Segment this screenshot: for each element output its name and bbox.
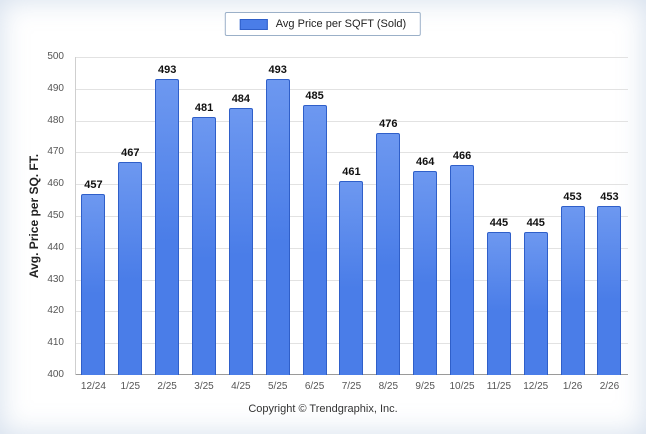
x-tick-label: 12/25	[523, 380, 549, 392]
bar-group: 453 2/26	[591, 57, 628, 397]
bar-value-label: 493	[268, 64, 287, 77]
bar-value-label: 476	[379, 118, 398, 131]
bar-stack: 493	[259, 57, 296, 375]
bar	[413, 171, 438, 375]
legend-label: Avg Price per SQFT (Sold)	[275, 18, 407, 30]
bar-value-label: 445	[526, 216, 545, 229]
bar-group: 484 4/25	[222, 57, 259, 397]
bar-stack: 466	[444, 57, 481, 375]
bar	[265, 79, 290, 375]
bar-stack: 461	[333, 57, 370, 375]
gridline	[76, 88, 628, 90]
bar-stack: 453	[554, 57, 591, 375]
bar-value-label: 485	[305, 89, 324, 102]
bar-group: 461 7/25	[333, 57, 370, 397]
y-tick-label: 440	[47, 241, 64, 253]
x-tick-label: 1/26	[562, 380, 583, 392]
y-axis: 400 410 420 430 440 450 460 470 480 490 500	[0, 51, 70, 380]
y-tick-label: 490	[47, 82, 64, 94]
bar-stack: 484	[222, 57, 259, 375]
bar-group: 476 8/25	[370, 57, 407, 397]
bar-value-label: 453	[563, 191, 582, 204]
bar-group: 464 9/25	[407, 57, 444, 397]
bar-stack: 445	[517, 57, 554, 375]
legend: Avg Price per SQFT (Sold)	[224, 12, 422, 36]
gridline	[76, 152, 628, 154]
x-tick-label: 3/25	[194, 380, 214, 392]
bar-stack: 464	[407, 57, 444, 375]
bar	[302, 104, 327, 375]
x-tick-label: 12/24	[80, 380, 106, 392]
bar-stack: 457	[75, 57, 112, 375]
bar-value-label: 453	[600, 191, 619, 204]
y-tick-label: 460	[47, 178, 64, 190]
copyright-text: Copyright © Trendgraphix, Inc.	[248, 403, 398, 415]
bar-group: 466 10/25	[444, 57, 481, 397]
bar-stack: 493	[149, 57, 186, 375]
x-tick-label: 2/26	[599, 380, 620, 392]
bar-value-label: 445	[489, 216, 509, 229]
y-tick-label: 400	[47, 369, 64, 380]
bar-stack: 467	[112, 57, 149, 375]
gridline	[76, 57, 628, 58]
y-tick-label: 410	[47, 337, 64, 349]
bar-group: 453 1/26	[554, 57, 591, 397]
plot-area: 457 12/24 467 1/25 493 2/25 481 3/25 484 4/25 493 5…	[75, 57, 628, 397]
bar	[560, 206, 585, 375]
bar-group: 445 12/25	[517, 57, 554, 397]
bar-stack: 485	[296, 57, 333, 375]
bar-group: 485 6/25	[296, 57, 333, 397]
x-tick-label: 10/25	[449, 380, 475, 392]
gridline	[76, 120, 628, 122]
y-tick-label: 480	[47, 114, 64, 126]
x-tick-label: 7/25	[341, 380, 362, 392]
bar	[155, 79, 180, 375]
x-tick-label: 4/25	[231, 380, 251, 392]
bar-group: 493 2/25	[149, 57, 186, 397]
bar-group: 493 5/25	[259, 57, 296, 397]
bar-group: 467 1/25	[112, 57, 149, 397]
legend-swatch	[239, 18, 268, 30]
bar-stack: 453	[591, 57, 628, 375]
y-tick-label: 430	[47, 273, 64, 285]
bar-value-label: 493	[157, 64, 177, 77]
x-tick-label: 6/25	[304, 380, 325, 392]
x-tick-label: 2/25	[157, 380, 177, 392]
bars: 457 12/24 467 1/25 493 2/25 481 3/25 484 4/25 493 5…	[75, 57, 628, 397]
y-tick-label: 500	[47, 51, 64, 62]
bar	[118, 161, 143, 375]
bar-group: 445 11/25	[480, 57, 517, 397]
bar	[597, 206, 622, 375]
bar-stack: 481	[186, 57, 223, 375]
bar	[192, 117, 216, 375]
bar	[228, 107, 253, 375]
bar-value-label: 461	[342, 166, 361, 179]
x-tick-label: 8/25	[378, 380, 399, 392]
bar-value-label: 464	[415, 156, 435, 169]
x-tick-label: 11/25	[486, 380, 512, 392]
bar	[81, 193, 106, 375]
bar-value-label: 457	[84, 178, 103, 191]
bar-stack: 476	[370, 57, 407, 375]
bar-group: 457 12/24	[75, 57, 112, 397]
bar-group: 481 3/25	[186, 57, 223, 397]
x-tick-label: 5/25	[267, 380, 288, 392]
y-tick-label: 420	[47, 305, 64, 317]
bar	[450, 165, 475, 375]
bar-value-label: 466	[452, 150, 472, 163]
bar	[523, 231, 548, 375]
y-tick-label: 470	[47, 146, 64, 158]
bar-value-label: 481	[194, 102, 214, 115]
bar-value-label: 467	[121, 146, 140, 159]
bar-value-label: 484	[231, 92, 251, 105]
y-tick-label: 450	[47, 210, 64, 221]
bar	[486, 231, 511, 375]
x-tick-label: 1/25	[120, 380, 141, 392]
bar-stack: 445	[480, 57, 517, 375]
x-tick-label: 9/25	[415, 380, 435, 392]
bar	[376, 133, 401, 375]
bar	[339, 181, 364, 375]
